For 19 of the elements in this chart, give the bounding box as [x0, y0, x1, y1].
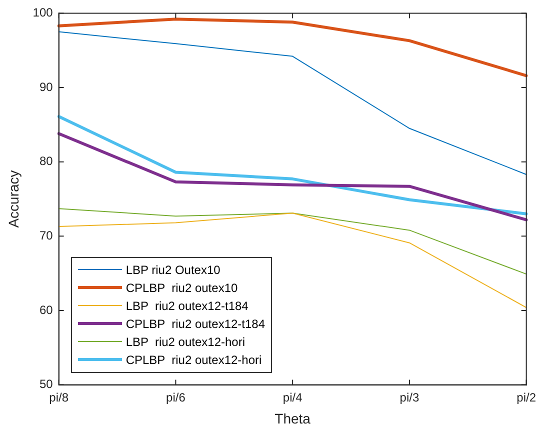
- legend-label: LBP riu2 outex12-hori: [126, 334, 245, 349]
- y-tick-label: 100: [32, 6, 54, 20]
- y-tick-label: 90: [39, 80, 54, 94]
- y-tick-label: 80: [39, 154, 54, 168]
- legend-label: CPLBP riu2 outex12-hori: [126, 352, 262, 367]
- x-tick-label: pi/4: [282, 390, 303, 404]
- x-tick-label: pi/8: [49, 390, 69, 404]
- x-tick-label: pi/6: [166, 390, 186, 404]
- legend-label: CPLBP riu2 outex10: [126, 280, 238, 295]
- y-tick-label: 60: [39, 302, 54, 317]
- legend-label: LBP riu2 Outex10: [126, 262, 220, 277]
- y-tick-label: 70: [39, 228, 54, 242]
- y-tick-label: 50: [39, 377, 54, 392]
- x-tick-label: pi/3: [400, 390, 420, 404]
- legend-label: CPLBP riu2 outex12-t184: [126, 316, 266, 331]
- y-axis-title: Accuracy: [5, 170, 22, 228]
- x-tick-label: pi/2: [516, 390, 536, 404]
- legend-label: LBP riu2 outex12-t184: [126, 298, 248, 313]
- x-axis-title: Theta: [274, 410, 311, 426]
